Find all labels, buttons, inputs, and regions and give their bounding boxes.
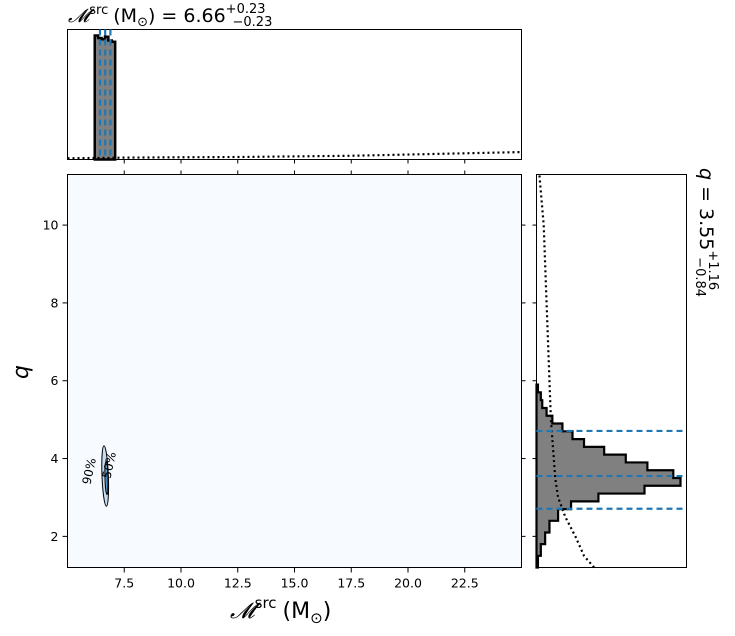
x-marginal-quantile-lines bbox=[98, 29, 112, 160]
y-tick-label: 6 bbox=[51, 373, 59, 388]
contour-core-density bbox=[106, 469, 108, 491]
main-y-ticks: 2 4 6 8 10 bbox=[43, 218, 526, 544]
x-tick-label: 12.5 bbox=[224, 576, 252, 591]
x-tick-label: 22.5 bbox=[451, 576, 479, 591]
x-tick-label: 15.0 bbox=[281, 576, 309, 591]
y-marginal-title: q= 3.55+1.16−0.84 bbox=[692, 168, 720, 297]
x-marginal-panel bbox=[67, 29, 522, 164]
y-tick-label: 2 bbox=[51, 529, 59, 544]
x-tick-label: 7.5 bbox=[114, 576, 134, 591]
y-marginal-ticks bbox=[532, 224, 537, 537]
y-tick-label: 4 bbox=[51, 451, 59, 466]
main-density-contours: 90% 50% bbox=[80, 445, 119, 507]
y-tick-label: 10 bbox=[43, 218, 59, 233]
x-marginal-title: 𝓜src (M⊙) = 6.66+0.23 −0.23 bbox=[68, 2, 272, 30]
x-marginal-frame bbox=[67, 29, 522, 160]
y-marginal-prior-line bbox=[538, 174, 595, 569]
x-axis-label: 𝓜src (M⊙) bbox=[230, 594, 331, 627]
x-marginal-ticks bbox=[123, 159, 466, 164]
y-axis-label: q bbox=[9, 365, 34, 379]
main-density-panel: 90% 50% 7.5 10.0 12.5 15.0 17.5 20.0 22.5 2 4 6 8 1… bbox=[43, 170, 526, 591]
x-tick-label: 10.0 bbox=[167, 576, 195, 591]
x-marginal-hist-bars bbox=[93, 34, 117, 161]
y-marginal-quantile-lines bbox=[536, 429, 687, 510]
x-marginal-histogram bbox=[93, 34, 117, 161]
contour-label-90: 90% bbox=[80, 457, 99, 486]
x-marginal-prior-line bbox=[67, 150, 522, 160]
y-tick-label: 8 bbox=[51, 295, 59, 310]
main-x-ticks: 7.5 10.0 12.5 15.0 17.5 20.0 22.5 bbox=[114, 170, 479, 591]
contour-label-50: 50% bbox=[100, 451, 119, 480]
y-marginal-panel bbox=[532, 174, 687, 569]
x-tick-label: 20.0 bbox=[394, 576, 422, 591]
main-density-background bbox=[67, 174, 522, 568]
x-tick-label: 17.5 bbox=[337, 576, 365, 591]
